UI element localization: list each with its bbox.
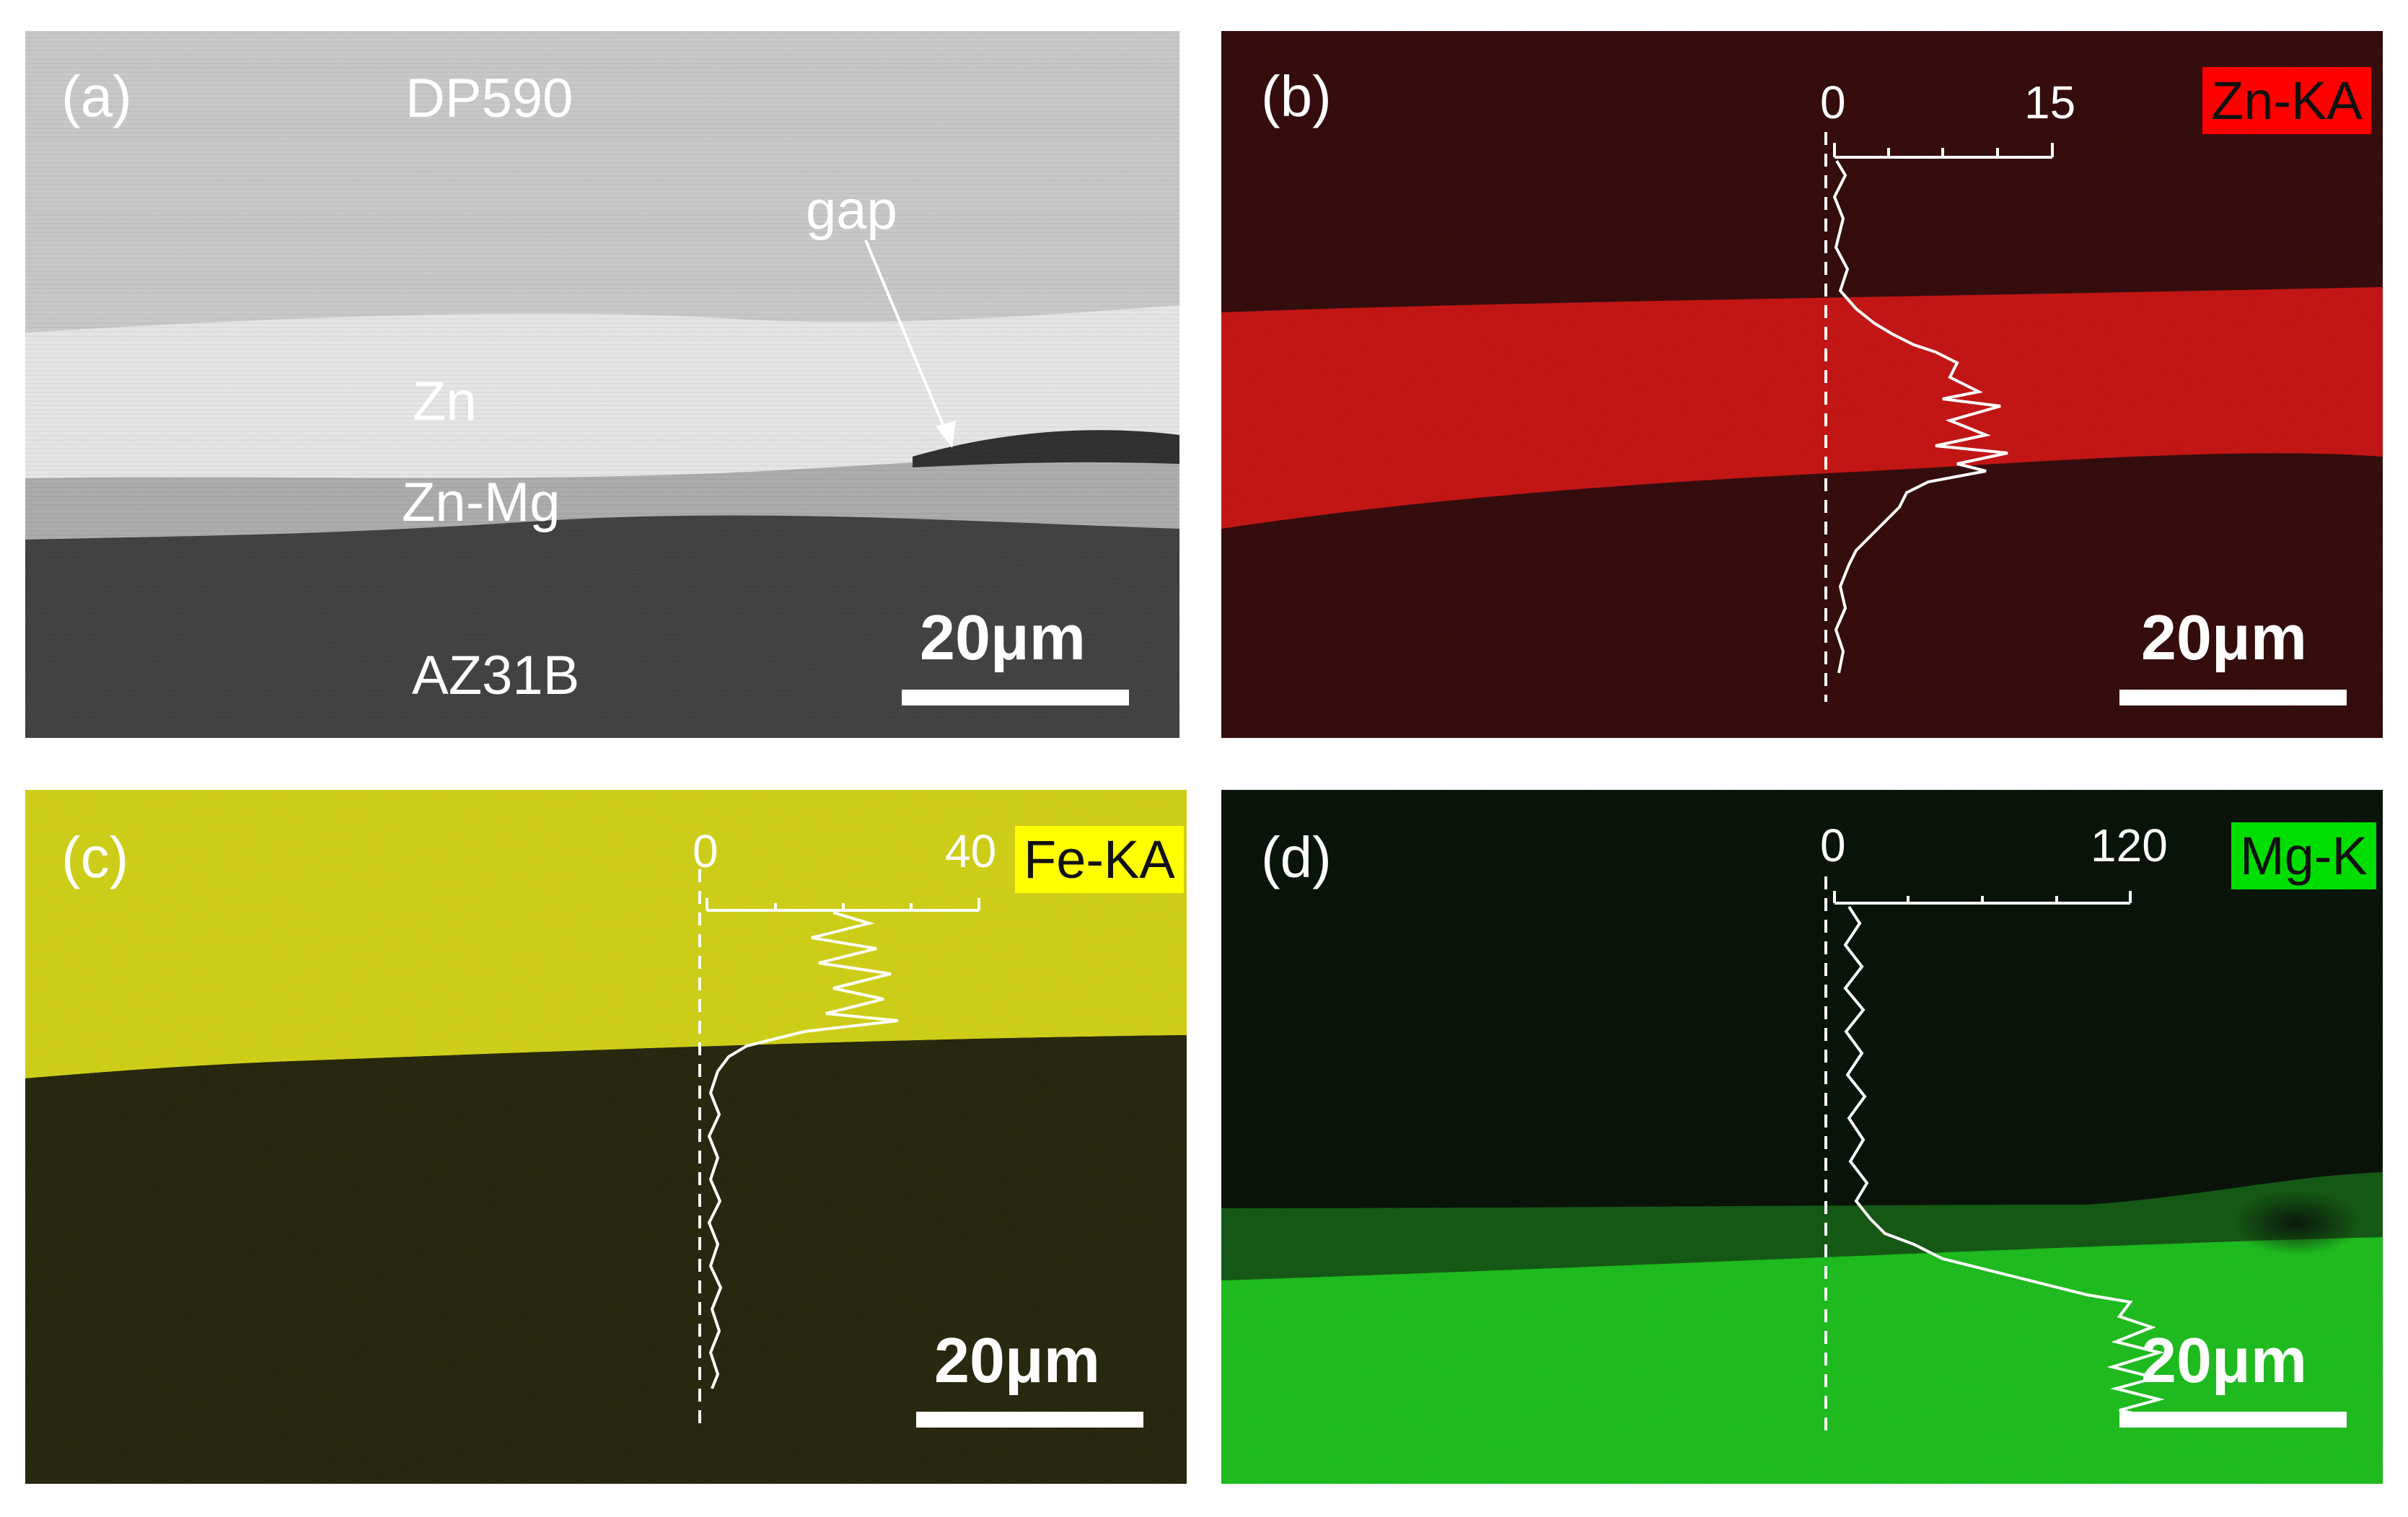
scale-bar [902,690,1129,705]
mg-axis-min: 0 [1820,819,1846,871]
panel-b-zn-map: (b) 0 15 Zn-KA 20μm [1221,31,2383,738]
scale-bar-label: 20μm [2141,602,2307,673]
gap-annotation: gap [806,180,897,241]
scale-bar-label: 20μm [920,602,1086,673]
panel-b-label: (b) [1261,64,1332,128]
panel-a-sem-image: (a) DP590 gap Zn Zn-Mg AZ31B 20μm [25,31,1179,738]
fe-axis-min: 0 [693,825,719,877]
mg-element-tag: Mg-K [2231,822,2376,889]
region-label-az31b: AZ31B [412,645,580,706]
mg-axis-max: 120 [2091,819,2168,871]
fe-element-map [25,790,1187,1484]
region-label-zn-mg: Zn-Mg [402,472,561,533]
scale-bar-label: 20μm [2141,1324,2307,1396]
zn-element-map [1221,31,2383,738]
panel-c-fe-map: (c) 0 40 Fe-KA 20μm [25,790,1187,1484]
mg-element-map [1221,790,2383,1484]
fe-element-tag: Fe-KA [1015,826,1184,893]
zn-element-tag: Zn-KA [2202,67,2371,134]
scale-bar [2119,690,2347,705]
region-label-zn: Zn [413,371,477,432]
scale-bar [916,1412,1143,1428]
zn-axis-max: 15 [2024,76,2076,128]
fe-axis-max: 40 [945,825,997,877]
zn-axis-min: 0 [1820,76,1846,128]
panel-c-label: (c) [61,825,129,889]
scale-bar-label: 20μm [934,1324,1100,1396]
panel-d-mg-map: (d) 0 120 Mg-K 20μm [1221,790,2383,1484]
region-label-dp590: DP590 [405,68,574,129]
sem-micrograph [25,31,1179,738]
scale-bar [2119,1412,2347,1428]
panel-a-label: (a) [61,64,132,128]
panel-d-label: (d) [1261,825,1332,889]
